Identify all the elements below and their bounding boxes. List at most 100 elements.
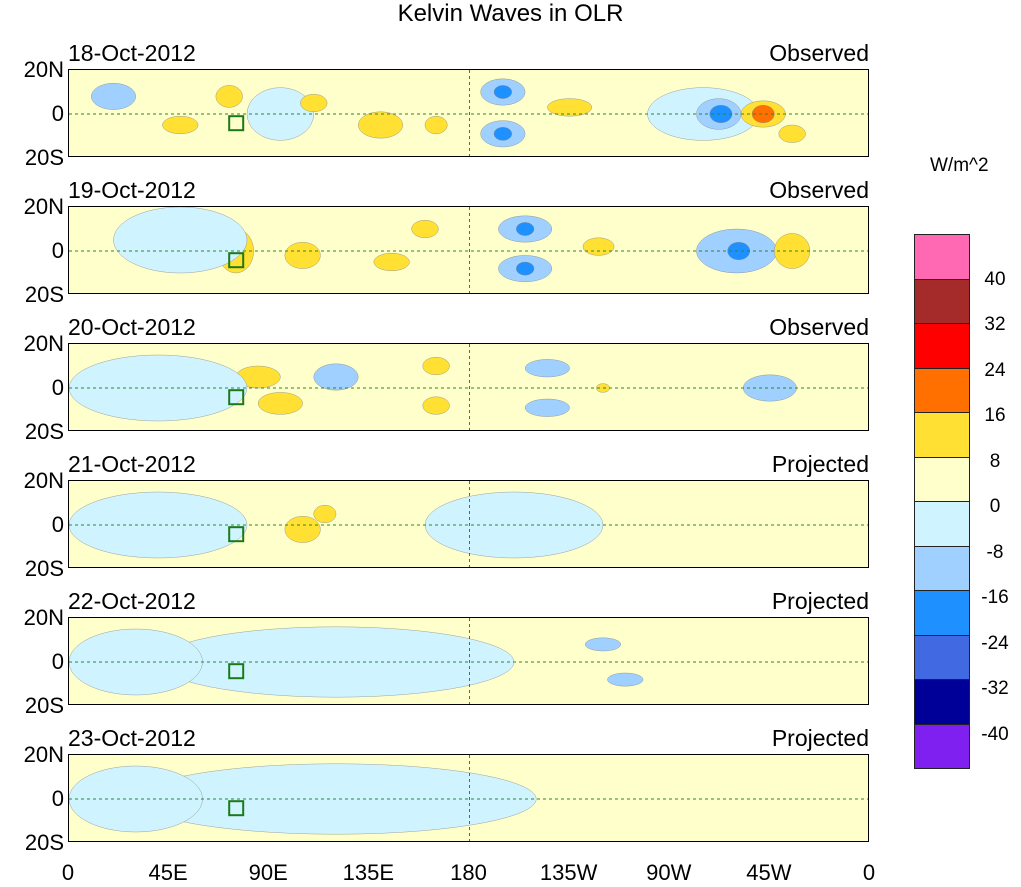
olr-field bbox=[69, 618, 868, 704]
colorbar-label: 0 bbox=[989, 496, 1001, 517]
anomaly-contour bbox=[778, 124, 806, 143]
colorbar-label: -16 bbox=[981, 587, 1009, 608]
lat-tick-label: 20S bbox=[24, 282, 64, 307]
olr-field bbox=[69, 755, 868, 841]
panel-date: 19-Oct-2012 bbox=[68, 177, 196, 203]
lon-tick-label: 135E bbox=[342, 860, 395, 885]
colorbar-swatch bbox=[914, 679, 970, 725]
panel-kind: Observed bbox=[769, 40, 869, 66]
anomaly-contour bbox=[516, 222, 535, 236]
anomaly-contour bbox=[493, 85, 512, 99]
anomaly-contour bbox=[547, 98, 593, 117]
anomaly-contour bbox=[162, 116, 199, 135]
lat-tick-label: 0 bbox=[51, 375, 64, 400]
colorbar-label: 8 bbox=[989, 450, 1001, 472]
anomaly-contour bbox=[524, 398, 570, 417]
anomaly-contour bbox=[709, 105, 733, 124]
anomaly-contour bbox=[215, 85, 243, 108]
anomaly-contour bbox=[300, 94, 328, 113]
region-box bbox=[228, 800, 245, 817]
map-panel bbox=[68, 206, 869, 294]
colorbar-units: W/m^2 bbox=[930, 155, 989, 176]
anomaly-contour bbox=[113, 207, 248, 274]
region-box bbox=[228, 252, 245, 269]
anomaly-contour bbox=[358, 111, 403, 139]
lat-tick-label: 20N bbox=[23, 605, 64, 630]
anomaly-contour bbox=[91, 82, 136, 110]
colorbar-swatch bbox=[914, 278, 970, 324]
panel-date: 23-Oct-2012 bbox=[68, 725, 196, 751]
map-panel bbox=[68, 69, 869, 157]
anomaly-contour bbox=[313, 363, 359, 391]
lon-tick-label: 0 bbox=[61, 860, 75, 885]
lon-tick-label: 45W bbox=[746, 860, 792, 885]
olr-field bbox=[69, 344, 868, 430]
lat-tick-label: 20N bbox=[23, 57, 64, 82]
lon-tick-label: 180 bbox=[450, 860, 487, 885]
panel-kind: Observed bbox=[769, 177, 869, 203]
anomaly-contour bbox=[373, 253, 410, 272]
anomaly-contour bbox=[69, 491, 248, 559]
lat-tick-label: 20S bbox=[24, 830, 64, 855]
lat-tick-label: 20N bbox=[23, 468, 64, 493]
lon-tick-label: 0 bbox=[862, 860, 876, 885]
anomaly-contour bbox=[411, 219, 439, 239]
lat-tick-label: 20S bbox=[24, 145, 64, 170]
anomaly-contour bbox=[257, 392, 303, 415]
region-box bbox=[228, 526, 245, 543]
colorbar-swatch bbox=[914, 234, 970, 280]
panel-date: 18-Oct-2012 bbox=[68, 40, 196, 66]
olr-field bbox=[69, 481, 868, 567]
olr-field bbox=[69, 207, 868, 293]
lat-tick-label: 20S bbox=[24, 693, 64, 718]
anomaly-contour bbox=[751, 105, 775, 124]
anomaly-contour bbox=[422, 356, 450, 376]
anomaly-contour bbox=[585, 637, 622, 652]
anomaly-contour bbox=[582, 237, 615, 256]
lat-tick-label: 0 bbox=[51, 238, 64, 263]
panel-date: 21-Oct-2012 bbox=[68, 451, 196, 477]
lat-tick-label: 20N bbox=[23, 194, 64, 219]
region-box bbox=[228, 663, 245, 680]
anomaly-contour bbox=[284, 516, 321, 543]
lat-tick-label: 20S bbox=[24, 419, 64, 444]
anomaly-contour bbox=[69, 354, 248, 422]
lat-tick-label: 0 bbox=[51, 512, 64, 537]
colorbar-swatch bbox=[914, 590, 970, 636]
region-box bbox=[228, 389, 245, 406]
anomaly-contour bbox=[422, 396, 450, 415]
anomaly-contour bbox=[607, 672, 644, 687]
panel-kind: Projected bbox=[771, 588, 869, 614]
anomaly-contour bbox=[493, 127, 512, 141]
anomaly-contour bbox=[516, 261, 535, 276]
map-panel bbox=[68, 480, 869, 568]
colorbar-label: -40 bbox=[981, 723, 1009, 745]
colorbar-label: -24 bbox=[981, 632, 1009, 654]
lat-tick-label: 20N bbox=[23, 742, 64, 767]
olr-field bbox=[69, 70, 868, 156]
panel-kind: Projected bbox=[771, 451, 869, 477]
map-panel bbox=[68, 343, 869, 431]
lon-tick-label: 135W bbox=[539, 860, 598, 885]
colorbar-swatch bbox=[914, 412, 970, 458]
lat-tick-label: 0 bbox=[51, 786, 64, 811]
colorbar-swatch bbox=[914, 501, 970, 547]
map-panel bbox=[68, 617, 869, 705]
lat-tick-label: 20S bbox=[24, 556, 64, 581]
colorbar bbox=[914, 234, 970, 769]
lon-tick-label: 90E bbox=[248, 860, 288, 885]
map-panel bbox=[68, 754, 869, 842]
panel-date: 22-Oct-2012 bbox=[68, 588, 196, 614]
chart-title: Kelvin Waves in OLR bbox=[397, 0, 624, 27]
lon-tick-label: 90W bbox=[646, 860, 692, 885]
colorbar-swatch bbox=[914, 456, 970, 502]
anomaly-contour bbox=[424, 116, 448, 135]
panel-date: 20-Oct-2012 bbox=[68, 314, 196, 340]
colorbar-swatch bbox=[914, 545, 970, 591]
colorbar-label: 32 bbox=[984, 314, 1006, 335]
anomaly-contour bbox=[284, 242, 321, 269]
lat-tick-label: 20N bbox=[23, 331, 64, 356]
panel-kind: Observed bbox=[769, 314, 869, 340]
colorbar-swatch bbox=[914, 634, 970, 680]
lat-tick-label: 0 bbox=[51, 649, 64, 674]
